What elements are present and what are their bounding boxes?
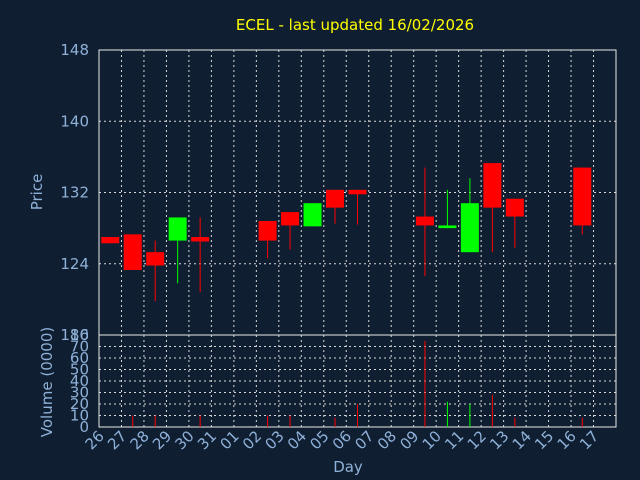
candles <box>101 163 592 302</box>
price-axis-label: Price <box>28 174 46 211</box>
volume-tick-label: 30 <box>70 384 89 402</box>
candle-body <box>258 221 277 241</box>
price-tick-label: 80 <box>70 326 89 344</box>
volume-tick-label: 10 <box>70 407 89 425</box>
candle-body <box>573 167 592 226</box>
candle-body <box>191 237 210 242</box>
volume-bars <box>132 340 583 427</box>
candle-body <box>483 163 502 208</box>
candle-body <box>101 237 120 244</box>
candle-body <box>168 217 187 241</box>
x-tick-label: 17 <box>576 427 602 453</box>
volume-tick-label: 40 <box>70 372 89 390</box>
volume-tick-label: 20 <box>70 395 89 413</box>
candle-body <box>415 216 434 226</box>
candle-body <box>123 234 142 270</box>
chart-title: ECEL - last updated 16/02/2026 <box>236 16 474 34</box>
price-tick-label: 148 <box>60 41 89 59</box>
candle-body <box>348 189 367 195</box>
candle-body <box>146 252 165 266</box>
candle-body <box>303 203 322 227</box>
volume-tick-label: 60 <box>70 349 89 367</box>
price-tick-label: 116 <box>60 326 89 344</box>
volume-gridlines <box>99 335 616 428</box>
price-tick-label: 132 <box>60 184 89 202</box>
volume-axis-label: Volume (0000) <box>38 327 56 437</box>
candle-body <box>438 225 457 229</box>
volume-tick-label: 70 <box>70 338 89 356</box>
price-tick-label: 124 <box>60 255 89 273</box>
candle-body <box>505 198 524 217</box>
price-tick-label: 140 <box>60 112 89 130</box>
candle-body <box>281 212 300 226</box>
x-axis-label: Day <box>333 458 363 476</box>
x-ticks: 2627282930310102030405060708091011121314… <box>82 427 603 453</box>
volume-tick-label: 0 <box>79 418 89 436</box>
volume-tick-label: 50 <box>70 361 89 379</box>
candle-body <box>326 189 345 208</box>
candle-body <box>460 203 479 253</box>
